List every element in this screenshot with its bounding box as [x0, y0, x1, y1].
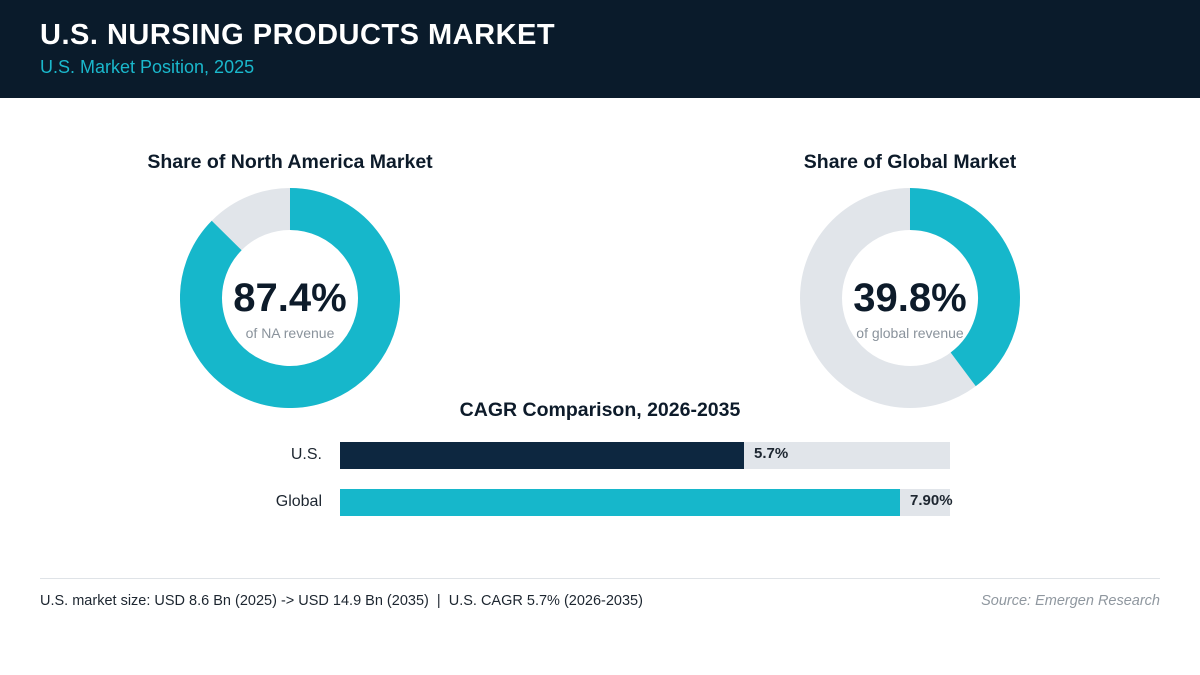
bar-track-global — [340, 489, 950, 516]
bar-global — [340, 489, 900, 516]
bar-label-global: Global — [275, 493, 322, 510]
na-share-value: 87.4% — [233, 276, 347, 320]
cagr-chart-title: CAGR Comparison, 2026-2035 — [459, 399, 741, 421]
global-share-value: 39.8% — [853, 276, 967, 320]
source-credit: Source: Emergen Research — [981, 593, 1160, 609]
page-title: U.S. NURSING PRODUCTS MARKET — [40, 19, 556, 51]
page-subtitle: U.S. Market Position, 2025 — [40, 57, 255, 77]
na-share-arc — [180, 188, 400, 408]
bar-value-us: 5.7% — [754, 445, 789, 462]
global-share-arc — [909, 188, 1020, 387]
na-share-title: Share of North America Market — [147, 151, 433, 173]
bar-label-us: U.S. — [290, 446, 322, 463]
na-share-caption: of NA revenue — [245, 325, 335, 341]
global-share-title: Share of Global Market — [803, 151, 1017, 173]
footer-note: U.S. market size: USD 8.6 Bn (2025) -> U… — [40, 593, 643, 609]
bar-us — [340, 442, 744, 469]
bar-value-global: 7.90% — [910, 492, 953, 509]
global-share-donut — [800, 188, 1020, 408]
na-share-donut — [180, 188, 400, 408]
global-share-caption: of global revenue — [856, 325, 964, 341]
header-banner: U.S. NURSING PRODUCTS MARKET U.S. Market… — [0, 0, 1200, 98]
footer-divider — [40, 578, 1160, 579]
bar-track-us — [340, 442, 950, 469]
